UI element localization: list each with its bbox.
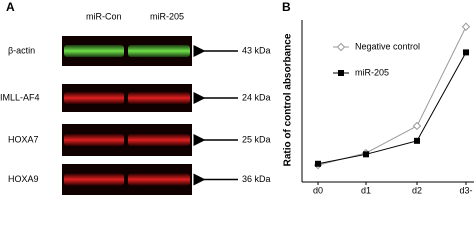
panel-label: A [6,0,15,14]
y-axis-label: Ratio of control absorbance [283,33,294,166]
blot-band [128,92,190,104]
series-line [317,52,467,165]
blot-band [64,134,124,146]
figure: A miR-Con miR-205 β-actin 43 kDa IMLL-AF4 2… [0,0,474,195]
line-chart: d0 d1 d2 d3- Negative control miR-205 [313,22,473,195]
blot-band [128,173,190,186]
x-tick-label: d1 [361,185,371,195]
size-label: 25 kDa [242,134,271,144]
row-label: IMLL-AF4 [0,92,40,102]
data-point [463,49,469,56]
data-point [461,22,471,31]
legend-marker [336,42,346,52]
panel-label: B [282,0,291,14]
row-label: HOXA7 [8,134,39,144]
column-label: miR-Con [86,11,122,21]
legend-label: Negative control [355,41,420,51]
blot-band [64,92,124,104]
legend-label: miR-205 [355,67,389,77]
row-label: HOXA9 [8,174,39,184]
size-label: 43 kDa [242,45,271,55]
blot-panel: β-actin 43 kDa IMLL-AF4 24 kDa HOXA7 25 kDa HO… [0,36,271,195]
size-label: 24 kDa [242,92,271,102]
blot-band [128,45,190,57]
blot-band [64,45,124,57]
data-point [315,160,321,167]
size-label: 36 kDa [242,174,271,184]
column-label: miR-205 [150,11,184,21]
legend-marker [338,70,344,76]
data-point [412,121,422,131]
x-tick-label: d0 [313,185,323,195]
data-point [363,151,369,158]
row-label: β-actin [8,45,35,55]
data-point [414,137,420,144]
blot-band [128,134,190,146]
x-tick-label: d3- [459,185,472,195]
x-tick-label: d2 [412,185,422,195]
figure-svg: A miR-Con miR-205 β-actin 43 kDa IMLL-AF4 2… [0,0,474,195]
blot-band [64,173,124,186]
